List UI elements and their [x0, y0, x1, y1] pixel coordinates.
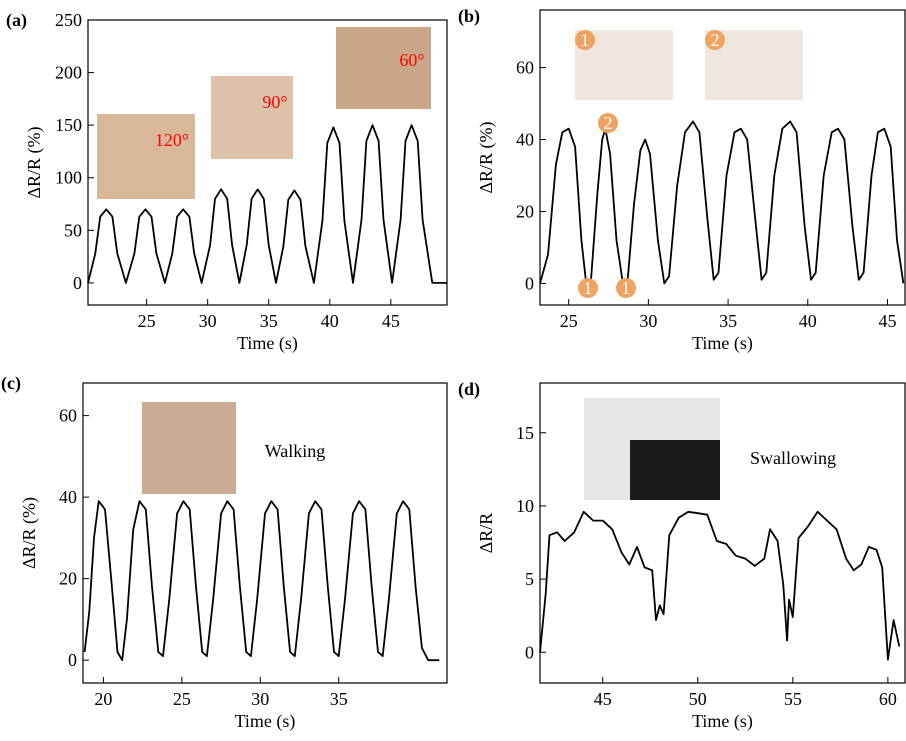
y-tick-label: 0 — [525, 642, 534, 662]
x-tick-label: 35 — [330, 689, 348, 709]
panel-label: (d) — [458, 379, 480, 400]
y-tick-label: 250 — [55, 10, 82, 30]
data-line — [85, 501, 440, 660]
data-line — [540, 512, 899, 660]
x-tick-label: 60 — [879, 689, 897, 709]
y-tick-label: 20 — [59, 569, 77, 589]
x-tick-label: 35 — [719, 311, 737, 331]
photo — [97, 114, 195, 199]
y-tick-label: 150 — [55, 115, 82, 135]
x-tick-label: 35 — [260, 311, 278, 331]
x-axis-label: Time (s) — [692, 711, 753, 732]
x-axis-label: Time (s) — [235, 711, 296, 732]
photos — [97, 27, 803, 500]
y-tick-label: 5 — [525, 569, 534, 589]
annotation: 1 — [622, 278, 631, 298]
x-axis-label: Time (s) — [237, 333, 298, 354]
y-tick-label: 100 — [55, 168, 82, 188]
y-tick-label: 40 — [59, 487, 77, 507]
annotation: 2 — [711, 30, 720, 50]
y-tick-label: 15 — [516, 423, 534, 443]
x-tick-label: 25 — [138, 311, 156, 331]
x-tick-label: 20 — [94, 689, 112, 709]
annotation: 90° — [262, 92, 287, 112]
x-tick-label: 25 — [173, 689, 191, 709]
x-tick-label: 25 — [560, 311, 578, 331]
y-tick-label: 60 — [516, 58, 534, 78]
y-tick-label: 0 — [525, 273, 534, 293]
panel-label: (c) — [1, 373, 21, 394]
y-tick-label: 40 — [516, 130, 534, 150]
photo-shirt — [630, 440, 720, 500]
data-line — [540, 122, 903, 284]
y-axis-label: ΔR/R (%) — [24, 126, 45, 198]
x-tick-label: 30 — [639, 311, 657, 331]
y-tick-label: 200 — [55, 63, 82, 83]
figure: 0501001502002502530354045Time (s)ΔR/R (%… — [0, 0, 906, 736]
annotation: Walking — [265, 441, 326, 461]
x-tick-label: 45 — [878, 311, 896, 331]
y-tick-label: 50 — [64, 220, 82, 240]
x-tick-label: 50 — [689, 689, 707, 709]
photo — [211, 76, 293, 159]
x-tick-label: 45 — [594, 689, 612, 709]
y-axis-label: ΔR/R (%) — [476, 121, 497, 193]
y-tick-label: 60 — [59, 406, 77, 426]
annotation: 2 — [604, 113, 613, 133]
annotation: 120° — [155, 130, 189, 150]
x-tick-label: 30 — [199, 311, 217, 331]
y-tick-label: 0 — [73, 273, 82, 293]
annotation: 1 — [584, 278, 593, 298]
plot-frame — [83, 383, 447, 683]
panel-label: (b) — [458, 6, 480, 27]
panel-label: (a) — [6, 10, 27, 31]
annotation: 1 — [581, 30, 590, 50]
y-tick-label: 10 — [516, 496, 534, 516]
x-tick-label: 45 — [382, 311, 400, 331]
x-tick-label: 55 — [784, 689, 802, 709]
y-tick-label: 0 — [68, 650, 77, 670]
x-tick-label: 40 — [799, 311, 817, 331]
x-tick-label: 30 — [251, 689, 269, 709]
photo — [142, 402, 236, 494]
x-axis-label: Time (s) — [692, 333, 753, 354]
x-tick-label: 40 — [321, 311, 339, 331]
y-axis-label: ΔR/R — [476, 513, 496, 554]
annotation: 60° — [399, 50, 424, 70]
y-tick-label: 20 — [516, 201, 534, 221]
annotation: Swallowing — [750, 448, 836, 468]
y-axis-label: ΔR/R (%) — [19, 497, 40, 569]
